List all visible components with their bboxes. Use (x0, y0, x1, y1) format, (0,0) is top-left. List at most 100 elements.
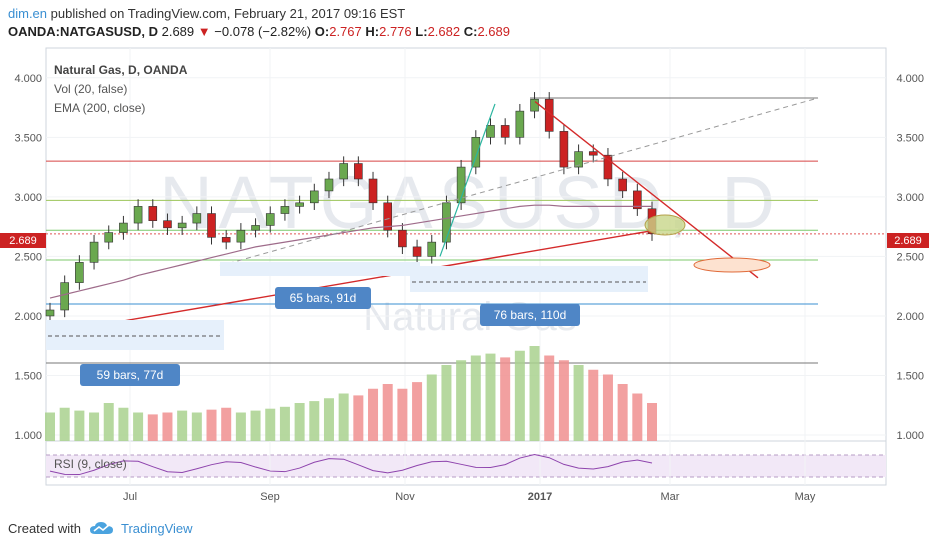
candle-body (221, 237, 231, 243)
down-arrow-icon: ▼ (197, 24, 211, 39)
volume-bar (588, 369, 599, 441)
y-tick-label: 1.000 (896, 430, 924, 442)
volume-bar (309, 401, 320, 441)
candle-body (442, 202, 451, 243)
volume-bar (500, 357, 511, 441)
low-label: L: (415, 24, 428, 39)
close-value: 2.689 (477, 24, 510, 39)
volume-bar (45, 412, 55, 441)
cloud-icon (89, 522, 113, 534)
volume-bar (558, 360, 569, 441)
volume-bar (338, 393, 349, 441)
candle-body (309, 190, 319, 204)
y-tick-label: 4.000 (14, 73, 42, 85)
close-label: C: (463, 24, 478, 39)
volume-bar (118, 407, 129, 441)
candle-body (265, 213, 275, 226)
candle-body (515, 110, 525, 138)
x-tick-label: 2017 (528, 491, 552, 503)
volume-bar (353, 395, 364, 441)
x-tick-label: May (795, 491, 816, 503)
high-label: H: (365, 24, 380, 39)
y-axis-right: 4.000 3.500 3.000 2.500 2.000 1.500 1.000 (896, 73, 924, 442)
target-ellipse-2 (693, 257, 771, 273)
volume-bar (544, 355, 555, 441)
candle-body (456, 166, 466, 204)
volume-bar (441, 365, 452, 441)
high-value: 2.776 (379, 24, 412, 39)
volume-bar (470, 355, 481, 441)
candle-body (383, 202, 393, 231)
quote-header: OANDA:NATGASUSD, D 2.689 ▼ −0.078 (−2.82… (8, 24, 510, 39)
volume-bar (514, 350, 525, 441)
volume-bars (45, 346, 657, 441)
volume-bar (456, 360, 467, 441)
volume-bar (89, 412, 100, 441)
last-price-badge-left (0, 233, 46, 248)
volume-bar (206, 409, 217, 441)
y-tick-label: 1.000 (14, 430, 42, 442)
open-value: 2.767 (329, 24, 362, 39)
y-tick-label: 3.500 (896, 132, 924, 144)
candle-body (177, 222, 187, 229)
candle-body (163, 220, 172, 229)
candle-body (354, 163, 363, 180)
last-price-label-right: 2.689 (894, 235, 922, 247)
candle-body (618, 178, 627, 192)
x-tick-label: Jul (123, 491, 137, 503)
last-price-label-left: 2.689 (9, 235, 37, 247)
annotation-3: 76 bars, 110d (494, 308, 567, 322)
legend-rsi: RSI (9, close) (54, 457, 127, 471)
created-with-label: Created with (8, 520, 81, 536)
volume-bar (294, 403, 305, 441)
candle-body (398, 229, 407, 248)
candle-body (236, 229, 246, 243)
annotation-2-bg (275, 287, 371, 309)
volume-bar (368, 388, 379, 441)
volume-bar (412, 382, 423, 441)
author-link[interactable]: dim.en (8, 6, 48, 21)
volume-bar (632, 393, 643, 441)
volume-bar (617, 384, 628, 441)
candle-body (588, 151, 598, 156)
published-text: published on TradingView.com, February 2… (50, 6, 406, 21)
candle-body (500, 125, 510, 138)
candle-body (295, 202, 304, 207)
y-axis-left: 4.000 3.500 3.000 2.500 2.000 1.500 1.000 (14, 73, 42, 442)
volume-bar (191, 412, 202, 441)
candle-body (192, 213, 202, 224)
candle-body (133, 206, 143, 224)
low-value: 2.682 (427, 24, 461, 39)
last-price-badge-right (887, 233, 929, 248)
y-tick-label: 2.000 (14, 311, 42, 323)
volume-bar (279, 406, 290, 441)
candle-body (251, 225, 260, 231)
x-tick-label: Sep (260, 491, 280, 503)
trendline-channel (439, 103, 496, 257)
volume-bar (59, 407, 70, 441)
target-ellipse-1 (644, 214, 686, 236)
volume-bar (602, 374, 613, 441)
trendline-resistance (534, 101, 759, 279)
tradingview-link[interactable]: TradingView (89, 520, 193, 536)
candle-body (280, 206, 290, 214)
candle-body (471, 137, 481, 168)
y-tick-label: 3.000 (896, 192, 924, 204)
y-tick-label: 2.000 (896, 311, 924, 323)
volume-bar (426, 374, 437, 441)
candle-body (89, 241, 99, 263)
candle-body (530, 98, 539, 112)
candle-body (486, 125, 495, 138)
trendline-dashed (219, 97, 819, 267)
volume-bar (250, 410, 261, 441)
volume-bar (235, 412, 246, 441)
y-tick-label: 1.500 (896, 371, 924, 383)
y-tick-label: 2.500 (14, 251, 42, 263)
footer: Created with TradingView (8, 520, 193, 536)
candle-body (559, 131, 569, 168)
volume-bar (74, 410, 85, 441)
volume-bar (103, 403, 114, 441)
x-tick-label: Nov (395, 491, 415, 503)
annotation-1: 59 bars, 77d (97, 368, 164, 382)
